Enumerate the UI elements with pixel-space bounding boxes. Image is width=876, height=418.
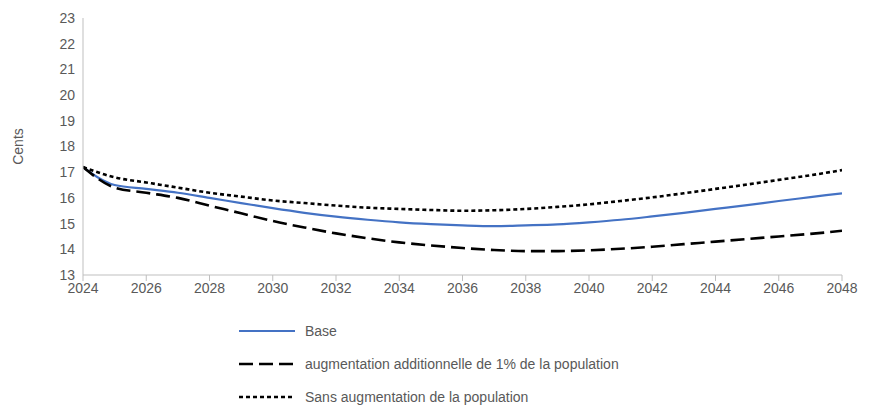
svg-text:21: 21 — [59, 61, 75, 77]
html-text:Base: Base — [305, 322, 337, 339]
svg-text:2024: 2024 — [67, 279, 99, 296]
svg-text:15: 15 — [59, 216, 75, 232]
html-text:Sans augmentation de la popula: Sans augmentation de la population — [305, 388, 529, 405]
svg-text:2042: 2042 — [637, 280, 668, 296]
svg-text:2034: 2034 — [384, 280, 415, 296]
svg-text:2028: 2028 — [194, 280, 225, 296]
svg-text:2032: 2032 — [320, 280, 351, 296]
svg-text:Cents: Cents — [10, 128, 26, 165]
svg-text:22: 22 — [59, 36, 75, 52]
html-text:augmentation additionnelle de: augmentation additionnelle de 1% de la p… — [305, 355, 619, 372]
svg-text:18: 18 — [59, 138, 75, 154]
svg-text:20: 20 — [59, 87, 75, 103]
svg-text:2048: 2048 — [826, 280, 857, 296]
svg-text:2040: 2040 — [573, 280, 604, 296]
svg-text:2044: 2044 — [700, 280, 731, 296]
svg-text:19: 19 — [59, 113, 75, 129]
svg-text:23: 23 — [59, 10, 75, 26]
svg-text:2036: 2036 — [447, 280, 478, 296]
svg-text:2038: 2038 — [510, 280, 541, 296]
svg-text:2030: 2030 — [257, 280, 288, 296]
svg-text:13: 13 — [59, 267, 75, 283]
svg-text:2026: 2026 — [131, 280, 162, 296]
svg-text:2046: 2046 — [763, 280, 794, 296]
svg-text:14: 14 — [59, 241, 75, 257]
svg-text:17: 17 — [59, 164, 75, 180]
svg-text:16: 16 — [59, 190, 75, 206]
